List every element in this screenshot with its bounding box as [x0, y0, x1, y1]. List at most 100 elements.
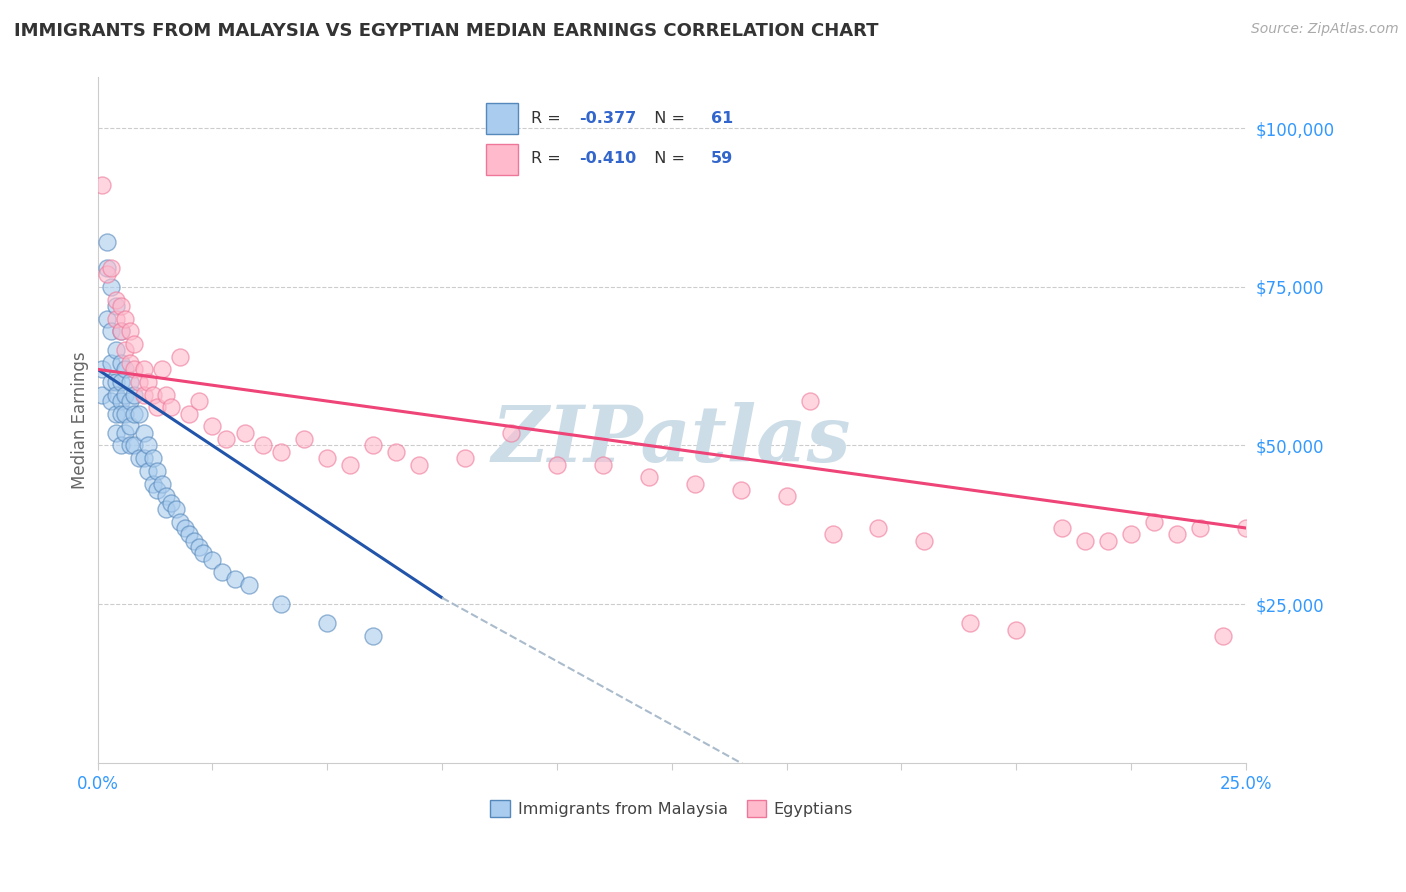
Point — [1074, 533, 1097, 548]
Point — [110, 407, 132, 421]
Point — [124, 337, 146, 351]
Point — [114, 425, 136, 440]
Point — [110, 394, 132, 409]
Point — [136, 438, 159, 452]
Point — [104, 343, 127, 358]
Point — [114, 343, 136, 358]
Point — [104, 375, 127, 389]
Point — [215, 432, 238, 446]
Point — [385, 445, 408, 459]
Point — [128, 375, 150, 389]
Point — [96, 267, 118, 281]
Point — [868, 521, 890, 535]
Point — [146, 401, 169, 415]
Point — [316, 616, 339, 631]
Point — [169, 515, 191, 529]
Point — [160, 495, 183, 509]
Point — [91, 362, 114, 376]
Point — [100, 394, 122, 409]
Point — [169, 350, 191, 364]
Point — [118, 419, 141, 434]
Point — [136, 375, 159, 389]
Point — [142, 388, 165, 402]
Point — [110, 324, 132, 338]
Point — [821, 527, 844, 541]
Point — [100, 324, 122, 338]
Point — [91, 178, 114, 193]
Point — [187, 540, 209, 554]
Legend: Immigrants from Malaysia, Egyptians: Immigrants from Malaysia, Egyptians — [484, 794, 859, 823]
Point — [155, 489, 177, 503]
Point — [233, 425, 256, 440]
Point — [799, 394, 821, 409]
Point — [1119, 527, 1142, 541]
Point — [110, 356, 132, 370]
Point — [1188, 521, 1211, 535]
Point — [104, 299, 127, 313]
Point — [1166, 527, 1188, 541]
Point — [100, 356, 122, 370]
Point — [775, 489, 797, 503]
Point — [270, 445, 292, 459]
Point — [114, 407, 136, 421]
Point — [96, 311, 118, 326]
Point — [1143, 515, 1166, 529]
Point — [201, 419, 224, 434]
Point — [104, 388, 127, 402]
Point — [128, 451, 150, 466]
Point — [132, 451, 155, 466]
Point — [142, 476, 165, 491]
Point — [193, 546, 215, 560]
Point — [110, 438, 132, 452]
Point — [124, 388, 146, 402]
Point — [114, 362, 136, 376]
Point — [124, 362, 146, 376]
Point — [1234, 521, 1257, 535]
Point — [454, 451, 477, 466]
Point — [104, 425, 127, 440]
Point — [224, 572, 246, 586]
Point — [316, 451, 339, 466]
Point — [201, 552, 224, 566]
Point — [1005, 623, 1028, 637]
Point — [912, 533, 935, 548]
Point — [408, 458, 430, 472]
Point — [118, 375, 141, 389]
Point — [211, 566, 233, 580]
Point — [683, 476, 706, 491]
Point — [339, 458, 361, 472]
Point — [104, 407, 127, 421]
Point — [592, 458, 614, 472]
Point — [155, 388, 177, 402]
Point — [183, 533, 205, 548]
Point — [546, 458, 568, 472]
Point — [252, 438, 274, 452]
Point — [136, 464, 159, 478]
Point — [150, 476, 173, 491]
Point — [146, 483, 169, 497]
Point — [165, 502, 187, 516]
Point — [1050, 521, 1073, 535]
Point — [96, 260, 118, 275]
Point — [238, 578, 260, 592]
Point — [959, 616, 981, 631]
Point — [124, 407, 146, 421]
Point — [114, 311, 136, 326]
Point — [104, 311, 127, 326]
Point — [114, 388, 136, 402]
Point — [150, 362, 173, 376]
Text: Source: ZipAtlas.com: Source: ZipAtlas.com — [1251, 22, 1399, 37]
Point — [118, 394, 141, 409]
Y-axis label: Median Earnings: Median Earnings — [72, 351, 89, 489]
Point — [361, 629, 384, 643]
Text: IMMIGRANTS FROM MALAYSIA VS EGYPTIAN MEDIAN EARNINGS CORRELATION CHART: IMMIGRANTS FROM MALAYSIA VS EGYPTIAN MED… — [14, 22, 879, 40]
Point — [361, 438, 384, 452]
Point — [100, 375, 122, 389]
Point — [142, 451, 165, 466]
Point — [104, 293, 127, 307]
Point — [132, 425, 155, 440]
Point — [155, 502, 177, 516]
Point — [160, 401, 183, 415]
Point — [100, 280, 122, 294]
Point — [179, 407, 201, 421]
